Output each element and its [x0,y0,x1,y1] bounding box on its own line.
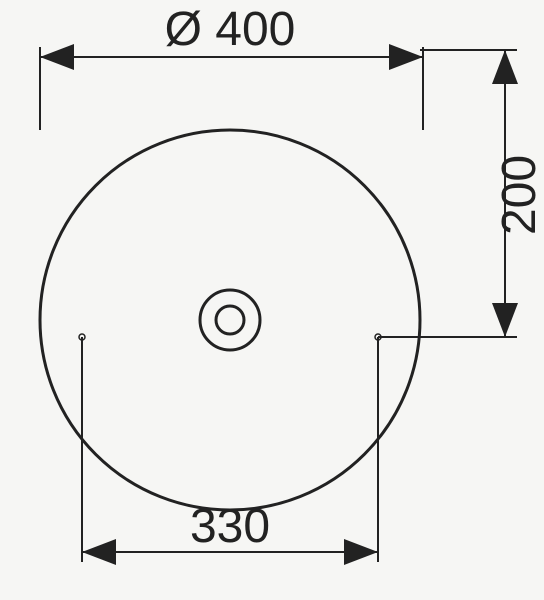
dim-label-diameter: Ø 400 [165,3,296,56]
dim-label-width: 330 [190,500,270,553]
technical-drawing: Ø 400 200 330 [0,0,544,600]
dim-label-radius: 200 [493,155,544,235]
